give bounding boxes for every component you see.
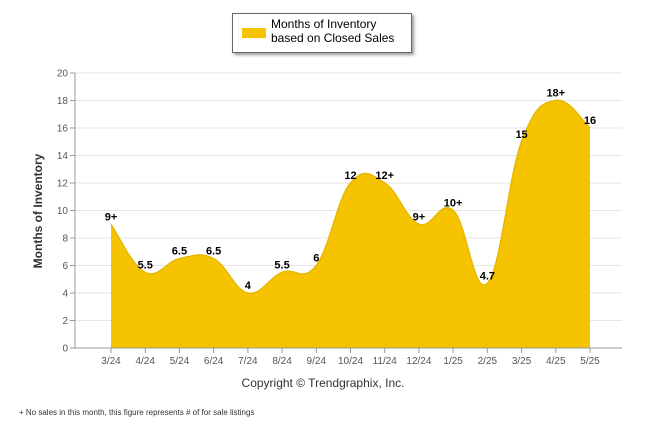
data-label: 12+ [375, 170, 394, 182]
y-axis-title: Months of Inventory [31, 153, 45, 268]
data-label: 5.5 [138, 259, 153, 271]
y-tick-label: 16 [57, 124, 69, 135]
y-tick-label: 12 [57, 179, 69, 190]
x-tick-label: 6/24 [204, 356, 224, 367]
series-line [110, 99, 591, 294]
data-label: 4 [245, 280, 252, 292]
copyright-text: Copyright © Trendgraphix, Inc. [241, 376, 405, 390]
x-tick-label: 4/25 [546, 356, 566, 367]
x-axis: 3/24 4/24 5/24 6/24 7/24 8/24 9/24 10/24 11/24 12… [75, 347, 622, 367]
y-tick-label: 0 [62, 344, 68, 355]
data-label: 10+ [444, 198, 463, 210]
x-tick-label: 12/24 [406, 356, 431, 367]
data-label: 6.5 [206, 246, 221, 258]
y-tick-label: 20 [57, 69, 69, 80]
x-tick-label: 7/24 [238, 356, 258, 367]
data-label: 9+ [413, 211, 426, 223]
series-area-fill [111, 100, 590, 348]
x-tick-label: 5/24 [170, 356, 190, 367]
x-tick-label: 10/24 [338, 356, 363, 367]
x-tick-label: 8/24 [272, 356, 292, 367]
y-tick-label: 10 [57, 206, 69, 217]
data-label: 12 [344, 170, 356, 182]
data-label: 18+ [546, 88, 565, 100]
data-label: 15 [515, 129, 527, 141]
data-labels: 9+ 5.5 6.5 6.5 4 5.5 6 12 12+ 9+ 10+ 4.7 15 18+ 16 [105, 88, 596, 293]
data-label: 16 [584, 115, 596, 127]
footnote-text: + No sales in this month, this figure re… [19, 408, 255, 417]
data-label: 6 [313, 253, 319, 265]
x-tick-label: 11/24 [373, 356, 398, 367]
x-tick-label: 9/24 [307, 356, 327, 367]
series-area [110, 99, 591, 348]
data-label: 4.7 [480, 270, 495, 282]
x-tick-label: 3/24 [101, 356, 121, 367]
data-label: 5.5 [274, 259, 289, 271]
y-tick-label: 14 [57, 151, 69, 162]
y-tick-label: 8 [62, 234, 68, 245]
x-tick-label: 2/25 [478, 356, 498, 367]
x-tick-label: 3/25 [512, 356, 532, 367]
x-tick-label: 1/25 [443, 356, 463, 367]
y-tick-label: 18 [57, 96, 69, 107]
y-tick-label: 6 [62, 261, 68, 272]
legend-swatch [242, 28, 266, 38]
data-label: 9+ [105, 211, 118, 223]
data-label: 6.5 [172, 246, 187, 258]
y-tick-label: 2 [62, 316, 68, 327]
legend-label: Months of Inventory based on Closed Sale… [271, 17, 395, 45]
y-axis: 0 2 4 6 8 10 12 14 16 18 20 [57, 69, 76, 355]
legend: Months of Inventory based on Closed Sale… [232, 13, 412, 53]
x-tick-label: 4/24 [135, 356, 155, 367]
y-tick-label: 4 [62, 289, 68, 300]
x-tick-label: 5/25 [580, 356, 600, 367]
